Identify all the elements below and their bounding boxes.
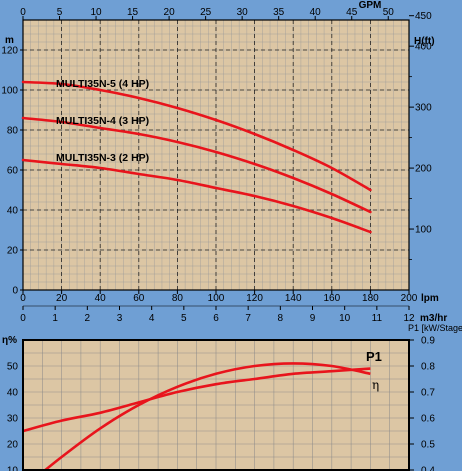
series-label-2: MULTI35N-4 (3 HP)	[56, 115, 149, 127]
head-curve-3	[21, 158, 372, 234]
m3h-axis-label: m3/hr	[420, 313, 447, 324]
m3h-axis-tick-label: 6	[213, 313, 219, 324]
eta-axis-tick-label: 50	[7, 362, 19, 373]
m3h-axis-tick-label: 0	[20, 313, 26, 324]
ft-axis-tick-label: 200	[415, 164, 432, 175]
gpm-axis-tick-label: 30	[237, 7, 249, 18]
m3h-axis-tick-label: 3	[117, 313, 123, 324]
gpm-axis-tick-label: 50	[383, 7, 395, 18]
m-axis-tick-label: 80	[7, 126, 19, 137]
m-axis-label: m	[5, 35, 14, 46]
ft-axis-tick-label: 300	[415, 103, 432, 114]
gpm-axis-tick-label: 45	[346, 7, 358, 18]
lpm-axis-tick-label: 40	[95, 293, 107, 304]
series-label-3: MULTI35N-3 (2 HP)	[56, 152, 149, 164]
lpm-axis-tick-label: 160	[323, 293, 340, 304]
p1-power-curve	[23, 367, 371, 433]
eff-grid	[23, 340, 409, 470]
p1-axis-tick-label: 0.6	[421, 414, 435, 425]
p1-axis-tick-label: 0.4	[421, 466, 435, 471]
ft-axis-tick-label: 400	[415, 42, 432, 53]
lpm-axis-label: lpm	[421, 293, 439, 304]
p1-curve-label: P1	[366, 349, 382, 364]
p1-axis-tick-label: 0.9	[421, 336, 435, 347]
lpm-axis-tick-label: 60	[133, 293, 145, 304]
p1-axis-tick-label: 0.5	[421, 440, 435, 451]
eta-axis-tick-label: 40	[7, 388, 19, 399]
ft-axis-label: H(ft)	[414, 36, 435, 47]
lpm-axis-tick-label: 180	[362, 293, 379, 304]
m3h-axis-tick-label: 8	[278, 313, 284, 324]
m3h-axis-tick-label: 1	[52, 313, 58, 324]
m-axis-tick-label: 40	[7, 206, 19, 217]
p1-axis-tick-label: 0.7	[421, 388, 435, 399]
m3h-axis-tick-label: 4	[149, 313, 155, 324]
head-curve-1	[21, 80, 372, 192]
efficiency-curve	[43, 362, 371, 470]
eta-axis-tick-label: 10	[7, 466, 19, 471]
p1-axis-label: P1 [kW/Stage]	[408, 323, 462, 333]
eff-plot-frame	[22, 339, 410, 471]
m3h-axis-tick-label: 12	[403, 313, 415, 324]
m3h-axis-tick-label: 11	[372, 313, 383, 324]
m3h-axis-tick-label: 5	[181, 313, 187, 324]
series-label-1: MULTI35N-5 (4 HP)	[56, 78, 149, 90]
lpm-axis-tick-label: 100	[208, 293, 225, 304]
head-major-grid	[23, 20, 409, 290]
lpm-axis-tick-label: 140	[285, 293, 302, 304]
lpm-axis-tick-label: 80	[172, 293, 184, 304]
gpm-axis-tick-label: 0	[20, 7, 26, 18]
gpm-axis-label: GPM	[359, 0, 382, 11]
m-axis-tick-label: 100	[1, 86, 18, 97]
gpm-axis-tick-label: 10	[90, 7, 102, 18]
lpm-axis-tick-label: 200	[401, 293, 418, 304]
gpm-axis-tick-label: 5	[57, 7, 63, 18]
m3h-axis-tick-label: 9	[310, 313, 316, 324]
gpm-axis-tick-label: 25	[200, 7, 212, 18]
lpm-axis-tick-label: 120	[246, 293, 263, 304]
gpm-axis-tick-label: 20	[164, 7, 176, 18]
lpm-axis-tick-label: 0	[20, 293, 26, 304]
lpm-axis-tick-label: 20	[56, 293, 68, 304]
ft-axis-tick-label: 100	[415, 225, 432, 236]
m-axis-tick-label: 120	[1, 46, 18, 57]
p1-axis-tick-label: 0.8	[421, 362, 435, 373]
eta-axis-tick-label: 20	[7, 440, 19, 451]
gpm-axis-tick-label: 35	[273, 7, 285, 18]
ft-axis-tick-label: 450	[415, 11, 432, 22]
m-axis-tick-label: 20	[7, 246, 19, 257]
m-axis-tick-label: 60	[7, 166, 19, 177]
eta-axis-tick-label: 30	[7, 414, 19, 425]
m3h-axis-tick-label: 10	[339, 313, 351, 324]
eta-curve-label: η	[372, 378, 379, 392]
gpm-axis-tick-label: 40	[310, 7, 322, 18]
head-curve-2	[21, 116, 372, 214]
gpm-axis-tick-label: 15	[127, 7, 139, 18]
eta-axis-label: η%	[2, 335, 17, 346]
m3h-axis-tick-label: 7	[245, 313, 251, 324]
m-axis-tick-label: 0	[12, 286, 18, 297]
m3h-axis-tick-label: 2	[85, 313, 91, 324]
